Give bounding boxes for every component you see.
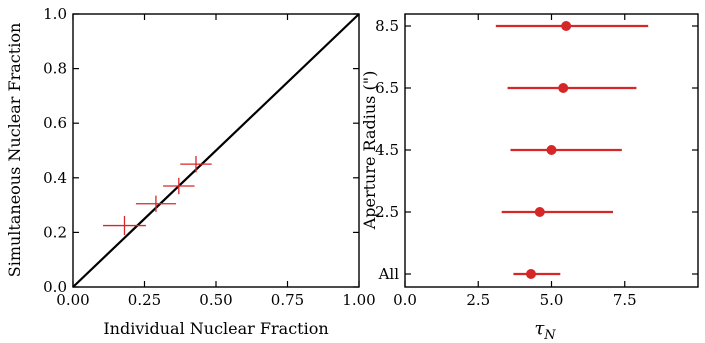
tau-subscript: N (543, 328, 556, 343)
right-y-tick-label: 4.5 (375, 141, 399, 159)
left-y-tick-label: 0.8 (43, 60, 67, 78)
left-y-axis-label: Simultaneous Nuclear Fraction (5, 23, 24, 278)
left-plot-marks (72, 13, 360, 288)
point-4.5 (546, 145, 557, 155)
left-y-tick-label: 0.6 (43, 114, 67, 132)
right-x-tick-label: 7.5 (613, 291, 637, 309)
right-y-tick-label: 2.5 (375, 203, 399, 221)
right-y-tick-label: All (378, 265, 400, 283)
left-x-tick-label: 0.00 (56, 291, 89, 309)
left-y-tick-label: 0.0 (43, 278, 67, 296)
left-panel: 0.00 0.25 0.50 0.75 1.00 0.0 0.2 0.4 0.6 0.8 1.0 I… (5, 5, 376, 338)
tau-symbol: τ (534, 318, 545, 339)
right-x-axis-label: τN (534, 318, 556, 343)
right-x-tick-label: 0.0 (393, 291, 417, 309)
left-y-tick-label: 0.2 (43, 223, 67, 241)
point-6.5 (558, 83, 569, 93)
left-x-tick-label: 0.25 (128, 291, 161, 309)
point-All (525, 269, 536, 279)
left-y-tick-label: 0.4 (43, 169, 67, 187)
right-ticks: 0.0 2.5 5.0 7.5 All 2.5 4.5 6.5 8.5 (375, 14, 698, 309)
left-x-tick-label: 0.50 (199, 291, 232, 309)
left-y-tick-label: 1.0 (43, 5, 67, 23)
left-x-tick-label: 0.75 (271, 291, 304, 309)
left-x-axis-label: Individual Nuclear Fraction (103, 319, 328, 338)
one-to-one-line (72, 13, 360, 288)
right-y-tick-label: 6.5 (375, 79, 399, 97)
point-2.5 (534, 207, 545, 217)
left-x-tick-label: 1.00 (342, 291, 375, 309)
right-x-tick-label: 2.5 (466, 291, 490, 309)
right-x-tick-label: 5.0 (540, 291, 564, 309)
right-panel: 0.0 2.5 5.0 7.5 All 2.5 4.5 6.5 8.5 τN Aperture … (360, 13, 699, 343)
point-8.5 (561, 21, 572, 31)
right-y-tick-label: 8.5 (375, 17, 399, 35)
left-ticks: 0.00 0.25 0.50 0.75 1.00 0.0 0.2 0.4 0.6 0.8 1.0 (43, 5, 376, 309)
right-y-axis-label: Aperture Radius (") (360, 71, 379, 231)
right-plot-marks (495, 21, 649, 279)
